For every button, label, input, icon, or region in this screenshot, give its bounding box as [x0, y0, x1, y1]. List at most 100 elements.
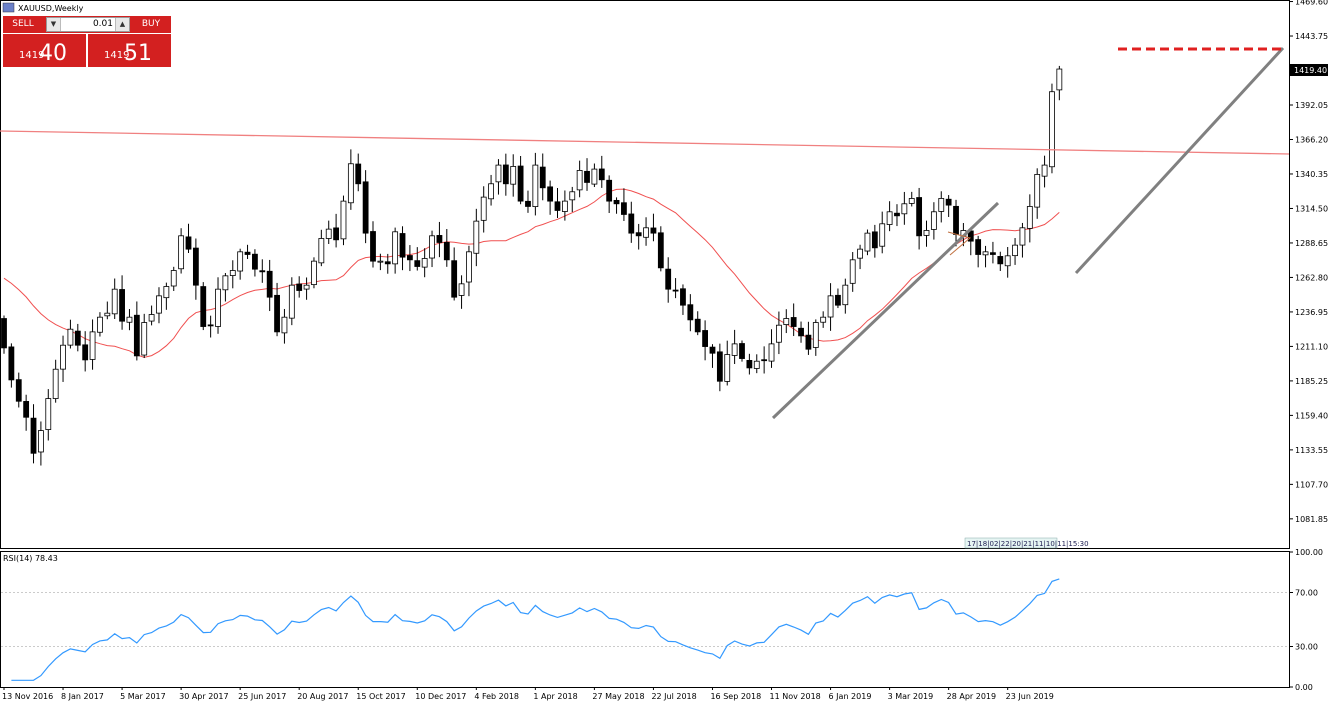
- candle-body: [458, 283, 465, 296]
- candle-body: [126, 316, 133, 323]
- candle-body: [938, 198, 945, 212]
- buy-button[interactable]: BUY: [141, 19, 161, 29]
- rsi-levels: [1, 592, 1289, 647]
- price-tick-label: 1288.65: [1295, 239, 1328, 248]
- main-panel-frame: [0, 0, 1290, 549]
- trendline-1: [771, 201, 1000, 420]
- time-box: [964, 537, 1058, 549]
- time-tick-label: 3 Mar 2019: [888, 692, 934, 701]
- candle-body: [488, 183, 494, 200]
- buy-price-box[interactable]: 1419 51: [88, 34, 171, 67]
- candle-body: [399, 233, 406, 258]
- sell-price-small: 1419: [19, 50, 45, 61]
- candle-body: [340, 200, 347, 240]
- candle-body: [635, 232, 642, 237]
- candle-body: [119, 289, 125, 322]
- candle-body: [148, 314, 155, 322]
- candle-body: [311, 260, 317, 286]
- candle-body: [621, 202, 627, 215]
- candle-body: [318, 238, 325, 264]
- price-tick-label: 1211.10: [1295, 342, 1328, 351]
- candle-body: [30, 417, 37, 454]
- candle-body: [812, 322, 819, 348]
- candle-body: [739, 343, 745, 359]
- candle-body: [724, 354, 731, 382]
- candle-body: [879, 223, 886, 247]
- candle-body: [576, 170, 583, 191]
- candle-body: [709, 346, 716, 354]
- time-tick-label: 6 Jan 2019: [829, 692, 872, 701]
- candle-body: [606, 179, 613, 202]
- candle-body: [598, 168, 605, 181]
- candle-body: [38, 430, 44, 453]
- candle-body: [584, 170, 590, 183]
- candle-body: [104, 312, 111, 317]
- chevron-up-icon[interactable]: ▲: [115, 18, 129, 31]
- candle-body: [451, 260, 458, 298]
- candle-body: [554, 201, 561, 211]
- symbol-icon: [2, 2, 15, 13]
- candle-body: [1049, 91, 1055, 168]
- time-tick-label: 16 Sep 2018: [710, 692, 761, 701]
- candle-body: [288, 284, 295, 319]
- price-tick-label: 1185.25: [1295, 377, 1328, 386]
- candle-body: [133, 314, 140, 357]
- price-tick-label: 1081.85: [1295, 515, 1328, 524]
- candle-body: [768, 343, 775, 362]
- candle-body: [89, 331, 96, 360]
- candle-body: [790, 317, 797, 327]
- candle-body: [532, 164, 539, 208]
- candle-body: [60, 344, 66, 370]
- candle-body: [561, 200, 568, 212]
- candle-body: [702, 330, 708, 347]
- candle-body: [244, 251, 251, 255]
- candle-body: [229, 270, 236, 276]
- candle-body: [384, 261, 391, 265]
- chevron-down-icon[interactable]: ▼: [47, 18, 61, 31]
- candle-body: [746, 359, 753, 369]
- candle-body: [141, 322, 148, 356]
- time-tick-label: 23 Jun 2019: [1006, 692, 1054, 701]
- rsi-tick-label: 100.00: [1295, 548, 1323, 557]
- candle-body: [665, 268, 672, 290]
- candle-body: [266, 270, 273, 298]
- sell-price-box[interactable]: 1419 40: [3, 34, 86, 67]
- rsi-tick-label: 30.00: [1295, 643, 1318, 652]
- candle-body: [74, 330, 81, 346]
- sell-button[interactable]: SELL: [12, 19, 34, 29]
- time-box-text: 17|18|02|22|20|21|11|10|11|15:30: [967, 540, 1089, 548]
- rsi-title: RSI(14) 78.43: [3, 554, 58, 563]
- lot-size-value[interactable]: 0.01: [92, 19, 113, 29]
- candle-body: [52, 368, 59, 399]
- candle-body: [281, 316, 288, 334]
- candle-body: [827, 295, 834, 318]
- trendline-2: [1074, 46, 1285, 275]
- candle-body: [982, 251, 989, 256]
- candle-body: [480, 196, 487, 221]
- candle-body: [347, 163, 354, 204]
- candle-body: [1041, 164, 1048, 177]
- candle-body: [908, 198, 915, 204]
- candle-body: [436, 235, 443, 243]
- candle-body: [466, 251, 472, 283]
- candle-body: [923, 230, 930, 236]
- candle-body: [222, 275, 229, 291]
- rsi-line: [11, 578, 1060, 681]
- time-tick-label: 8 Jan 2017: [61, 692, 104, 701]
- candle-body: [820, 316, 827, 323]
- candle-body: [901, 203, 908, 215]
- candle-body: [392, 231, 399, 265]
- rsi-axis: 100.00 70.00 30.00 0.00: [1289, 548, 1323, 692]
- candle-body: [237, 251, 244, 272]
- time-tick-label: 11 Nov 2018: [770, 692, 821, 701]
- rsi-tick-label: 70.00: [1295, 589, 1318, 598]
- time-tick-label: 10 Dec 2017: [415, 692, 466, 701]
- candle-body: [414, 260, 421, 267]
- candle-body: [495, 164, 502, 183]
- time-tick-label: 13 Nov 2016: [2, 692, 53, 701]
- time-tick-label: 28 Apr 2019: [947, 692, 996, 701]
- candle-body: [916, 197, 923, 237]
- candle-body: [694, 318, 701, 333]
- lot-size-stepper[interactable]: ▼ 0.01 ▲: [46, 17, 130, 32]
